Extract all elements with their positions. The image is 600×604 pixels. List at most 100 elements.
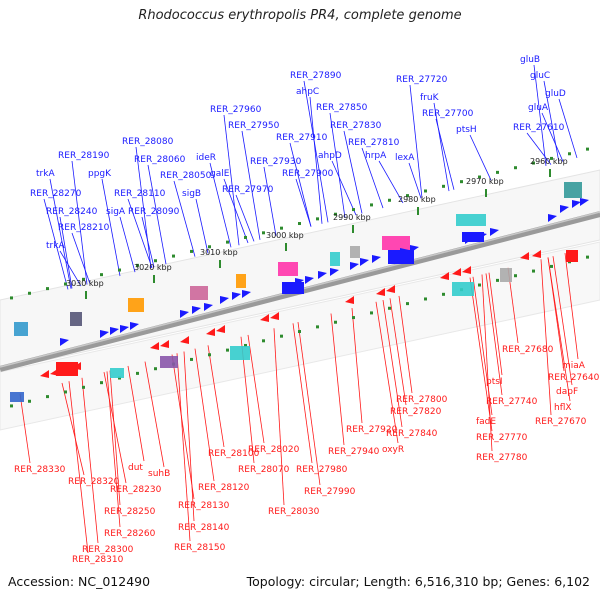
forward-gene-arrow xyxy=(580,198,589,206)
scale-dot xyxy=(298,222,301,226)
scale-dot xyxy=(100,273,103,277)
forward-label-leader xyxy=(59,216,73,289)
scale-dot xyxy=(118,268,121,272)
reverse-gene-arrow xyxy=(180,336,189,344)
forward-gene-label: ppgK xyxy=(88,169,112,179)
reverse-label-leader xyxy=(19,393,31,464)
reverse-gene-label: RER_28130 xyxy=(178,501,230,511)
feature-block xyxy=(564,182,582,198)
reverse-gene-label: RER_28330 xyxy=(14,465,66,475)
forward-gene-arrow xyxy=(110,327,119,335)
reverse-gene-label: miaA xyxy=(562,361,586,371)
scale-dot xyxy=(190,357,193,361)
forward-gene-label: trkA xyxy=(36,169,55,179)
reverse-gene-label: RER_27800 xyxy=(396,395,448,405)
reverse-gene-label: RER_28260 xyxy=(104,529,156,539)
forward-label-leader xyxy=(331,160,357,216)
reverse-gene-arrow xyxy=(520,252,529,260)
reverse-gene-arrow xyxy=(150,342,159,350)
forward-gene-label: RER_27930 xyxy=(250,157,302,167)
reverse-gene-label: RER_27780 xyxy=(476,453,528,463)
reverse-gene-label: RER_28120 xyxy=(198,483,250,493)
scale-tick-label: 3010 kbp xyxy=(200,248,238,257)
reverse-gene-label: RER_27670 xyxy=(535,417,587,427)
reverse-gene-label: RER_27820 xyxy=(390,407,442,417)
scale-dot xyxy=(100,381,103,385)
scale-dot xyxy=(64,390,67,394)
forward-gene-label: RER_27850 xyxy=(316,103,368,113)
forward-gene-label: RER_27700 xyxy=(422,109,474,119)
reverse-gene-label: RER_28070 xyxy=(238,465,290,475)
reverse-label-leader xyxy=(81,377,99,544)
reverse-gene-arrow xyxy=(160,340,169,348)
scale-dot xyxy=(388,306,391,310)
forward-track-band xyxy=(0,169,600,371)
forward-label-leader xyxy=(49,178,72,289)
scale-dot xyxy=(370,311,373,315)
feature-block xyxy=(128,298,144,312)
reverse-label-leader xyxy=(297,321,321,486)
forward-gene-label: RER_28050 xyxy=(160,171,212,181)
feature-block xyxy=(10,392,24,402)
forward-label-leader xyxy=(127,198,153,268)
reverse-gene-label: dut xyxy=(128,463,143,473)
scale-dot xyxy=(496,170,499,174)
forward-gene-label: RER_28240 xyxy=(46,207,98,217)
forward-label-leader xyxy=(295,178,312,227)
forward-gene-label: ptsH xyxy=(456,125,477,135)
reverse-label-leader xyxy=(389,298,407,406)
reverse-gene-label: hflX xyxy=(554,403,572,413)
forward-label-leader xyxy=(289,142,312,227)
reverse-label-leader xyxy=(273,328,285,506)
scale-tick-label: 3030 kbp xyxy=(66,279,104,288)
reverse-label-leader xyxy=(375,301,399,444)
scale-dot xyxy=(460,180,463,184)
scale-dot xyxy=(226,348,229,352)
forward-gene-arrow xyxy=(372,255,381,263)
scale-dot xyxy=(154,259,157,263)
forward-gene-label: sigA xyxy=(106,207,126,217)
feature-block xyxy=(236,274,246,288)
forward-genes xyxy=(60,198,589,346)
forward-gene-label: RER_27970 xyxy=(222,185,274,195)
scale-dot xyxy=(244,235,247,239)
reverse-gene-label: RER_28320 xyxy=(68,477,120,487)
forward-label-leader xyxy=(71,160,88,285)
reverse-label-leader xyxy=(247,334,265,444)
scale-tick-labels: 2960 kbp 2970 kbp 2980 kbp 2990 kbp 3000 kbp… xyxy=(66,157,568,299)
forward-gene-label: fruK xyxy=(420,93,440,103)
scale-dot xyxy=(352,208,355,212)
scale-dot xyxy=(334,212,337,216)
reverse-gene-arrow xyxy=(440,272,449,280)
reverse-gene-arrow xyxy=(40,370,49,378)
scale-dot xyxy=(316,217,319,221)
reverse-gene-arrow xyxy=(452,268,461,276)
scale-dot xyxy=(406,302,409,306)
reverse-label-leader xyxy=(552,256,573,386)
forward-gene-label: RER_27900 xyxy=(282,169,334,179)
forward-label-leader xyxy=(71,232,91,284)
forward-label-leader xyxy=(433,102,450,192)
scale-dot xyxy=(10,404,13,408)
reverse-gene-arrow xyxy=(462,266,471,274)
forward-gene-label: trkA xyxy=(46,241,65,251)
forward-gene-label: gluD xyxy=(545,89,566,99)
scale-dot xyxy=(190,249,193,253)
forward-gene-label: sigB xyxy=(182,189,201,199)
accession-text: Accession: NC_012490 xyxy=(8,574,151,589)
forward-gene-labels: gluB gluC gluD gluA RER_27610 RER_27720 fruK RE… xyxy=(30,55,566,251)
scale-dot xyxy=(496,278,499,282)
scale-dot xyxy=(208,353,211,357)
forward-gene-label: RER_27910 xyxy=(276,133,328,143)
scale-tick-label: 2970 kbp xyxy=(466,177,504,186)
scale-dot xyxy=(586,147,589,151)
reverse-gene-label: fadE xyxy=(476,417,496,427)
scale-dot xyxy=(568,152,571,156)
reverse-label-leader xyxy=(488,272,503,376)
scale-dot xyxy=(208,245,211,249)
forward-label-leader xyxy=(408,162,422,199)
scale-dot xyxy=(370,203,373,207)
forward-label-leader xyxy=(543,80,560,163)
reverse-gene-arrow xyxy=(206,328,215,336)
